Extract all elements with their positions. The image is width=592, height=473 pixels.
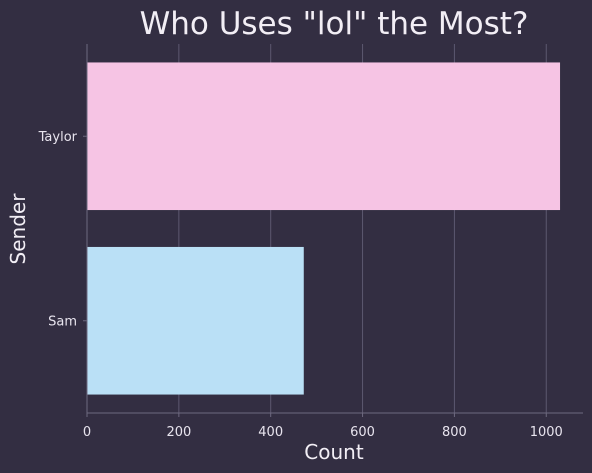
x-tick-label-600: 600 <box>350 425 375 440</box>
x-tick-label-200: 200 <box>166 425 191 440</box>
y-tick-label-sam: Sam <box>48 314 77 329</box>
y-axis-label: Sender <box>6 193 30 265</box>
bars <box>87 62 561 395</box>
bar-sam <box>87 246 304 395</box>
x-tick-label-400: 400 <box>258 425 283 440</box>
y-axis-ticks: Taylor Sam <box>38 130 87 329</box>
axis-spines <box>86 44 583 414</box>
y-tick-label-taylor: Taylor <box>38 130 78 145</box>
x-axis-ticks: 0 200 400 600 800 1000 <box>83 413 563 440</box>
x-tick-label-1000: 1000 <box>530 425 563 440</box>
x-tick-label-800: 800 <box>442 425 467 440</box>
chart-title: Who Uses "lol" the Most? <box>140 6 529 42</box>
x-tick-label-0: 0 <box>83 425 91 440</box>
x-axis-label: Count <box>304 440 364 464</box>
bar-taylor <box>87 62 561 211</box>
